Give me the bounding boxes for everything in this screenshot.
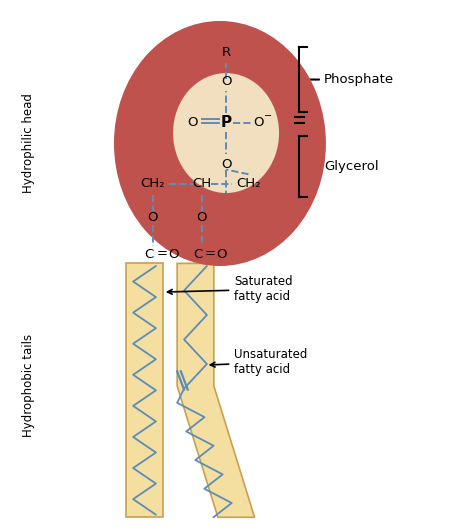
Text: O: O — [196, 211, 207, 224]
Text: −: − — [264, 111, 272, 121]
Text: C: C — [193, 247, 202, 261]
Polygon shape — [177, 263, 255, 517]
Text: O: O — [168, 247, 178, 261]
Text: O: O — [187, 116, 198, 129]
Text: CH₂: CH₂ — [140, 177, 165, 190]
Text: O: O — [254, 116, 264, 129]
Text: Unsaturated
fatty acid: Unsaturated fatty acid — [210, 348, 308, 377]
Text: R: R — [221, 46, 231, 59]
Text: =: = — [156, 247, 167, 261]
Text: =: = — [205, 247, 216, 261]
Text: CH₂: CH₂ — [236, 177, 261, 190]
Text: O: O — [217, 247, 227, 261]
Text: O: O — [221, 157, 231, 171]
Ellipse shape — [173, 73, 279, 193]
Ellipse shape — [114, 21, 326, 266]
Text: CH: CH — [192, 177, 211, 190]
Text: O: O — [221, 74, 231, 88]
Text: O: O — [147, 211, 158, 224]
Polygon shape — [126, 263, 163, 517]
Text: Hydrophilic head: Hydrophilic head — [22, 94, 35, 194]
Text: Saturated
fatty acid: Saturated fatty acid — [167, 276, 293, 303]
Text: Glycerol: Glycerol — [324, 160, 379, 173]
Text: C: C — [144, 247, 153, 261]
Text: P: P — [220, 115, 232, 130]
Text: Hydrophobic tails: Hydrophobic tails — [22, 334, 35, 437]
Text: Phosphate: Phosphate — [324, 73, 394, 86]
